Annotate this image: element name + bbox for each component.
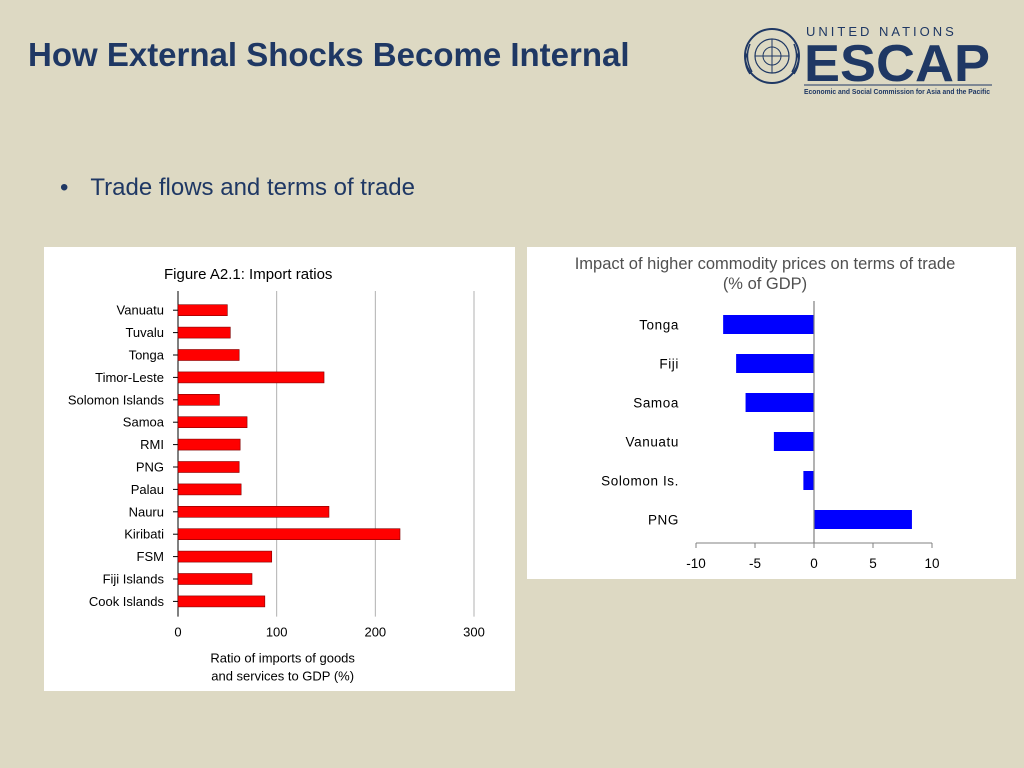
y-tick-label: Tonga <box>639 318 679 333</box>
chart-title: Impact of higher commodity prices on ter… <box>575 255 956 273</box>
y-tick-label: Nauru <box>129 504 164 519</box>
y-tick-label: PNG <box>136 460 164 475</box>
chart-title: (% of GDP) <box>723 275 807 293</box>
x-tick-label: 0 <box>810 556 818 571</box>
bar <box>177 326 231 339</box>
terms-of-trade-chart: Impact of higher commodity prices on ter… <box>575 255 956 571</box>
y-tick-label: Solomon Islands <box>68 392 165 407</box>
bar <box>814 510 912 529</box>
x-tick-label: 10 <box>924 556 939 571</box>
bar <box>177 595 266 608</box>
y-tick-label: Palau <box>131 482 164 497</box>
y-tick-label: Samoa <box>123 415 165 430</box>
bullet-text: Trade flows and terms of trade <box>90 174 415 201</box>
bar <box>177 550 273 563</box>
x-tick-label: -10 <box>686 556 706 571</box>
terms-of-trade-chart-panel: Impact of higher commodity prices on ter… <box>527 247 1016 579</box>
logo-sub-text: Economic and Social Commission for Asia … <box>804 87 990 96</box>
x-axis-label: Ratio of imports of goods <box>210 651 355 666</box>
y-tick-label: Cook Islands <box>89 594 165 609</box>
x-tick-label: 100 <box>266 625 288 640</box>
bar <box>177 528 401 541</box>
bar <box>177 304 228 317</box>
logo-main-text: ESCAP <box>804 35 990 93</box>
x-tick-label: 5 <box>869 556 877 571</box>
x-axis-label: and services to GDP (%) <box>211 669 354 684</box>
x-tick-label: 300 <box>463 625 485 640</box>
bar <box>177 483 242 496</box>
y-tick-label: Fiji <box>659 357 679 372</box>
bar <box>177 573 253 585</box>
bullet-point: • Trade flows and terms of trade <box>60 174 415 202</box>
y-tick-label: PNG <box>648 513 679 528</box>
bar <box>177 416 248 428</box>
bar <box>177 371 325 384</box>
y-tick-label: Kiribati <box>124 527 164 542</box>
y-tick-label: Samoa <box>633 396 679 411</box>
y-tick-label: Tuvalu <box>125 325 164 340</box>
bar <box>773 432 814 451</box>
bar <box>745 393 814 412</box>
y-tick-label: Tonga <box>129 348 165 363</box>
x-tick-label: 0 <box>174 625 181 640</box>
y-tick-label: Solomon Is. <box>601 474 679 489</box>
import-ratios-chart-panel: Figure A2.1: Import ratios 0 100 200 300 Vanu… <box>44 247 515 691</box>
y-tick-label: Vanuatu <box>117 303 164 318</box>
y-tick-label: RMI <box>140 437 164 452</box>
bar <box>177 438 241 451</box>
chart-title: Figure A2.1: Import ratios <box>164 266 332 283</box>
logo-top-text: UNITED NATIONS <box>806 24 957 39</box>
bar <box>803 471 814 490</box>
slide-title: How External Shocks Become Internal <box>28 36 630 73</box>
y-tick-label: Fiji Islands <box>103 572 165 587</box>
import-ratios-chart: Figure A2.1: Import ratios 0 100 200 300 Vanu… <box>68 266 485 684</box>
bar <box>177 349 240 361</box>
un-emblem-icon <box>744 28 800 84</box>
bullet-marker: • <box>60 174 69 201</box>
escap-logo: UNITED NATIONS ESCAP Economic and Social… <box>744 24 992 96</box>
x-tick-label: -5 <box>749 556 761 571</box>
bar <box>177 461 240 473</box>
bar <box>177 505 330 518</box>
y-tick-label: FSM <box>137 549 164 564</box>
y-tick-label: Vanuatu <box>626 435 680 450</box>
bar <box>177 394 220 406</box>
y-tick-label: Timor-Leste <box>95 370 164 385</box>
bar <box>723 315 814 334</box>
bar <box>736 354 814 373</box>
x-tick-label: 200 <box>364 625 386 640</box>
